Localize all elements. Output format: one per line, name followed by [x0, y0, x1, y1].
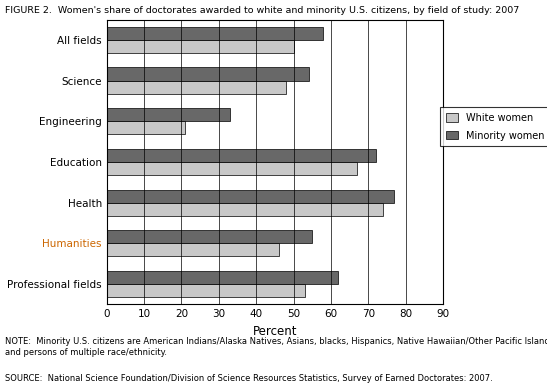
Bar: [107, 243, 278, 256]
Bar: [107, 149, 376, 162]
Bar: [107, 271, 339, 284]
Bar: [107, 108, 230, 121]
Text: SOURCE:  National Science Foundation/Division of Science Resources Statistics, S: SOURCE: National Science Foundation/Divi…: [5, 374, 493, 383]
Bar: [107, 40, 294, 53]
Bar: [107, 80, 286, 94]
Bar: [107, 121, 185, 134]
Bar: [107, 27, 323, 40]
Bar: [107, 230, 312, 243]
Text: NOTE:  Minority U.S. citizens are American Indians/Alaska Natives, Asians, black: NOTE: Minority U.S. citizens are America…: [5, 337, 547, 357]
Bar: [107, 284, 305, 297]
Text: FIGURE 2.  Women's share of doctorates awarded to white and minority U.S. citize: FIGURE 2. Women's share of doctorates aw…: [5, 6, 520, 15]
Bar: [107, 162, 357, 175]
Bar: [107, 190, 394, 202]
Legend: White women, Minority women: White women, Minority women: [440, 107, 547, 147]
X-axis label: Percent: Percent: [253, 324, 297, 338]
Bar: [107, 67, 309, 80]
Bar: [107, 202, 383, 216]
